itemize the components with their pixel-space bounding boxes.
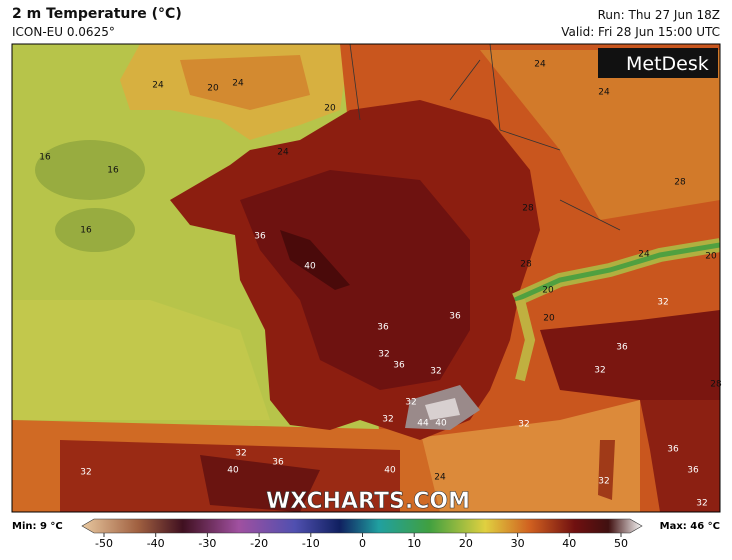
colorbar-max: Max: 46 °C — [660, 521, 720, 532]
contour-label: 28 — [674, 178, 686, 188]
contour-label: 36 — [616, 343, 628, 353]
contour-label: 24 — [232, 79, 244, 89]
contour-label: 36 — [254, 232, 266, 242]
contour-label: 28 — [522, 204, 534, 214]
contour-label: 36 — [393, 361, 405, 371]
contour-label: 32 — [405, 398, 416, 408]
contour-label: 16 — [80, 226, 92, 236]
contour-label: 36 — [272, 458, 284, 468]
watermark: WXCHARTS.COM — [266, 489, 470, 514]
map-frame — [11, 43, 721, 513]
contour-label: 44 — [417, 419, 429, 429]
contour-label: 40 — [304, 262, 316, 272]
map-field — [12, 44, 720, 512]
contour-label: 32 — [430, 367, 441, 377]
colorbar-tick-label: 10 — [407, 537, 421, 550]
colorbar-tick-label: 30 — [511, 537, 525, 550]
contour-label: 36 — [687, 466, 699, 476]
contour-label: 32 — [696, 499, 707, 509]
logo: MetDesk — [626, 53, 709, 75]
contour-label: 32 — [235, 449, 246, 459]
contour-label: 36 — [667, 445, 679, 455]
colorbar-tick-label: 0 — [359, 537, 366, 550]
contour-label: 40 — [435, 419, 447, 429]
colorbar-tick-label: -30 — [198, 537, 216, 550]
contour-label: 20 — [705, 252, 717, 262]
contour-label: 24 — [277, 148, 289, 158]
contour-label: 36 — [449, 312, 461, 322]
colorbar-tick-label: -10 — [302, 537, 320, 550]
contour-label: 16 — [39, 153, 51, 163]
contour-label: 32 — [80, 468, 91, 478]
run: Run: Thu 27 Jun 18Z — [597, 8, 720, 22]
contour-label: 28 — [710, 380, 722, 390]
contour-label: 32 — [594, 366, 605, 376]
model: ICON-EU 0.0625° — [12, 25, 115, 39]
colorbar-tick-label: 50 — [614, 537, 628, 550]
contour-label: 40 — [384, 466, 396, 476]
contour-label: 16 — [107, 166, 119, 176]
contour-label: 24 — [638, 250, 650, 260]
contour-label: 32 — [518, 420, 529, 430]
valid: Valid: Fri 28 Jun 15:00 UTC — [561, 25, 720, 39]
contour-label: 32 — [378, 350, 389, 360]
colorbar-tick-label: 20 — [459, 537, 473, 550]
contour-label: 32 — [598, 477, 609, 487]
colorbar-tick-label: -40 — [147, 537, 165, 550]
contour-label: 20 — [324, 104, 336, 114]
contour-label: 24 — [534, 60, 546, 70]
contour-label: 36 — [377, 323, 389, 333]
contour-label: 32 — [657, 298, 668, 308]
colorbar-tick-label: 40 — [562, 537, 576, 550]
contour-label: 20 — [543, 314, 555, 324]
colorbar-min: Min: 9 °C — [12, 521, 63, 532]
contour-label: 24 — [152, 81, 164, 91]
colorbar-tick-label: -20 — [250, 537, 268, 550]
contour-label: 24 — [434, 473, 446, 483]
contour-label: 24 — [598, 88, 610, 98]
title: 2 m Temperature (°C) — [12, 6, 182, 22]
contour-label: 32 — [382, 415, 393, 425]
contour-label: 20 — [207, 84, 219, 94]
colorbar — [81, 518, 643, 534]
contour-label: 28 — [520, 260, 532, 270]
colorbar-tick-label: -50 — [95, 537, 113, 550]
logo-box — [598, 48, 718, 78]
contour-label: 20 — [542, 286, 554, 296]
contour-label: 40 — [227, 466, 239, 476]
